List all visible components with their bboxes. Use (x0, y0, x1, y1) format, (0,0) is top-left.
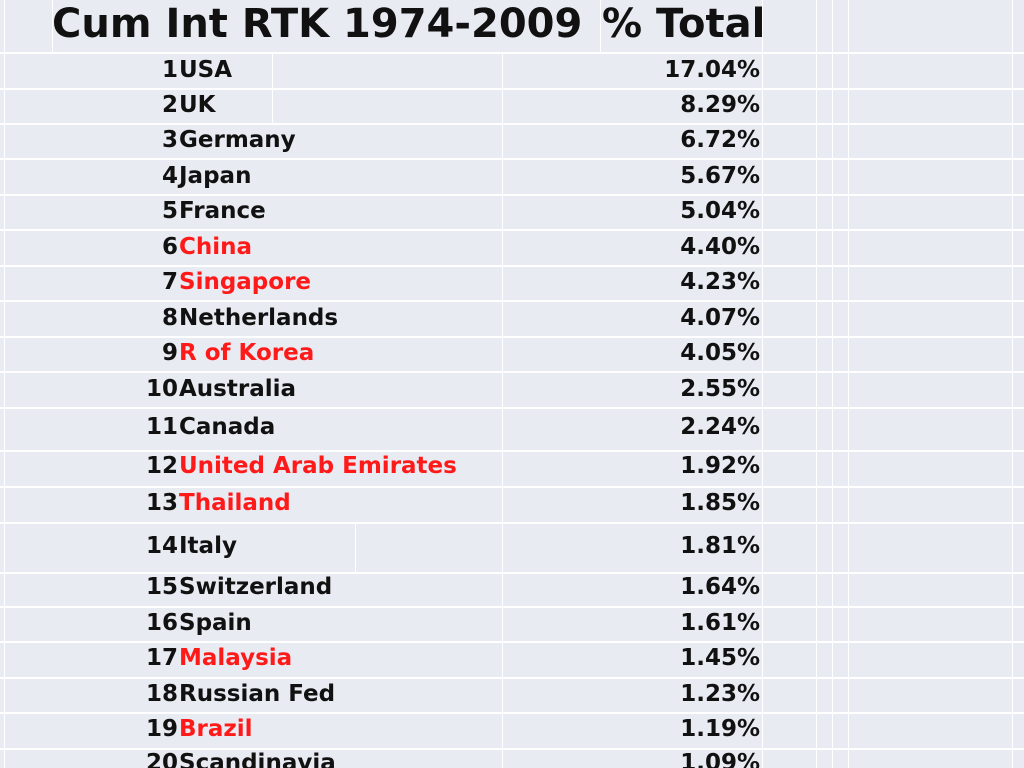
grid-row-line (0, 486, 1024, 488)
table-row-percent: 8.29% (680, 92, 760, 118)
table-row-country: Australia (179, 376, 297, 402)
table-row-percent: 4.23% (680, 269, 760, 295)
table-row-percent: 1.92% (680, 453, 760, 479)
grid-row-line (0, 572, 1024, 574)
table-row-rank: 17 (145, 645, 178, 671)
table-row-percent: 6.72% (680, 127, 760, 153)
table-row-country: Germany (179, 127, 296, 153)
table-row-country: Scandinavia (179, 750, 336, 768)
table-row-rank: 4 (161, 163, 178, 189)
grid-row-line (0, 300, 1024, 302)
grid-column-line (832, 0, 833, 768)
grid-row-line (0, 407, 1024, 409)
grid-row-line (0, 336, 1024, 338)
table-row-rank: 6 (161, 234, 178, 260)
table-row-rank: 16 (145, 610, 178, 636)
table-row-rank: 7 (161, 269, 178, 295)
table-row-country: Russian Fed (179, 681, 336, 707)
grid-row-line (0, 229, 1024, 231)
table-row-country: Switzerland (179, 574, 333, 600)
grid-column-line (502, 52, 503, 768)
grid-row-line (0, 123, 1024, 125)
table-row-percent: 1.64% (680, 574, 760, 600)
grid-row-line (0, 371, 1024, 373)
table-row-percent: 2.55% (680, 376, 760, 402)
total-column-header: % Total (602, 1, 766, 47)
table-row-rank: 11 (145, 414, 178, 440)
grid-row-line (0, 158, 1024, 160)
table-row-rank: 13 (145, 490, 178, 516)
table-row-country: Thailand (179, 490, 291, 516)
table-row-country: Spain (179, 610, 252, 636)
table-row-percent: 4.07% (680, 305, 760, 331)
table-row-rank: 9 (161, 340, 178, 366)
table-row-rank: 2 (161, 92, 178, 118)
table-row-percent: 4.40% (680, 234, 760, 260)
grid-row-line (0, 265, 1024, 267)
table-row-country: France (179, 198, 266, 224)
table-row-percent: 2.24% (680, 414, 760, 440)
table-row-percent: 1.85% (680, 490, 760, 516)
table-row-rank: 5 (161, 198, 178, 224)
grid-row-line (0, 712, 1024, 714)
grid-row-line (0, 522, 1024, 524)
table-row-country: USA (179, 57, 233, 83)
grid-row-line (0, 52, 1024, 54)
table-row-country: Netherlands (179, 305, 339, 331)
grid-column-line (600, 0, 601, 52)
grid-column-line (762, 0, 763, 768)
table-row-country: United Arab Emirates (179, 453, 457, 479)
table-row-rank: 3 (161, 127, 178, 153)
table-row-percent: 1.81% (680, 533, 760, 559)
table-row-country: UK (179, 92, 216, 118)
grid-column-line (848, 0, 849, 768)
table-row-rank: 14 (145, 533, 178, 559)
grid-column-line (816, 0, 817, 768)
grid-row-line (0, 748, 1024, 750)
table-row-country: Singapore (179, 269, 312, 295)
table-row-rank: 12 (145, 453, 178, 479)
grid-row-line (0, 677, 1024, 679)
table-row-rank: 10 (145, 376, 178, 402)
table-row-percent: 5.67% (680, 163, 760, 189)
page-title: Cum Int RTK 1974-2009 (52, 1, 583, 47)
table-row-percent: 5.04% (680, 198, 760, 224)
grid-column-line (355, 522, 356, 572)
table-row-rank: 1 (161, 57, 178, 83)
table-row-country: Italy (179, 533, 237, 559)
table-row-percent: 1.61% (680, 610, 760, 636)
grid-row-line (0, 450, 1024, 452)
grid-row-line (0, 194, 1024, 196)
grid-row-line (0, 88, 1024, 90)
table-row-country: R of Korea (179, 340, 315, 366)
grid-column-line (52, 0, 53, 52)
table-row-country: Malaysia (179, 645, 293, 671)
table-row-rank: 15 (145, 574, 178, 600)
table-row-rank: 18 (145, 681, 178, 707)
table-row-percent: 1.45% (680, 645, 760, 671)
table-row-percent: 17.04% (664, 57, 760, 83)
grid-column-line (4, 0, 5, 768)
grid-row-line (0, 641, 1024, 643)
table-row-rank: 20 (145, 750, 178, 768)
table-row-country: Canada (179, 414, 276, 440)
table-row-country: Brazil (179, 716, 253, 742)
table-row-percent: 1.19% (680, 716, 760, 742)
table-row-percent: 4.05% (680, 340, 760, 366)
table-row-rank: 8 (161, 305, 178, 331)
grid-column-line (1012, 0, 1013, 768)
table-row-country: Japan (179, 163, 252, 189)
table-row-percent: 1.09% (680, 750, 760, 768)
table-row-rank: 19 (145, 716, 178, 742)
table-row-percent: 1.23% (680, 681, 760, 707)
table-row-country: China (179, 234, 253, 260)
grid-row-line (0, 606, 1024, 608)
